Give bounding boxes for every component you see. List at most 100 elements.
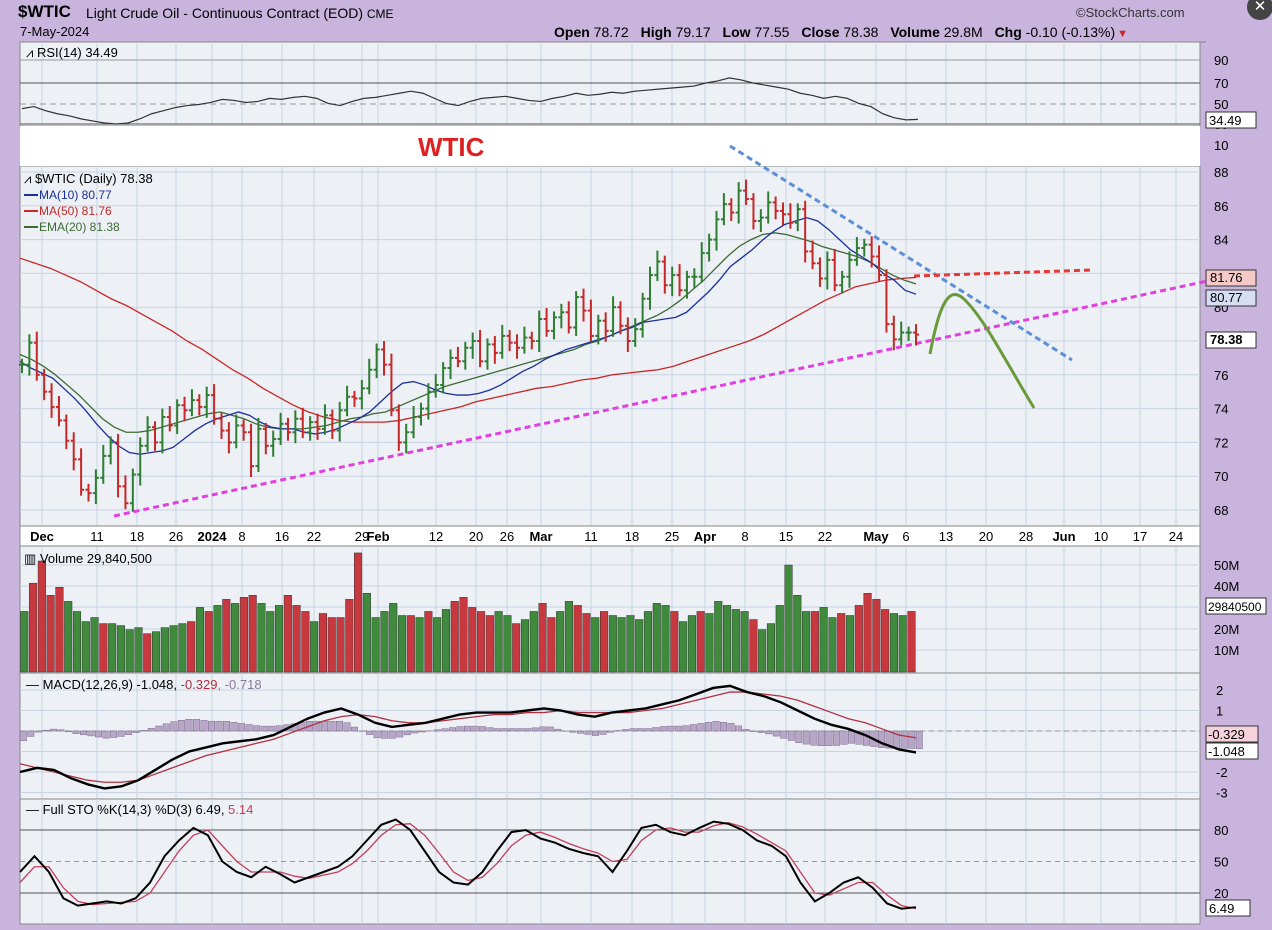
- volume-bar: [318, 613, 328, 673]
- volume-bar: [37, 560, 46, 673]
- macd-histogram-bar: [817, 730, 825, 746]
- macd-last-tag-box: [1205, 742, 1259, 760]
- annotation-area: [20, 126, 1200, 166]
- macd-histogram-bar: [576, 730, 584, 734]
- price-last-tag-box: [1205, 331, 1257, 349]
- macd-histogram-bar: [531, 727, 539, 732]
- chg-label: Chg: [994, 24, 1022, 40]
- volume-bar: [371, 617, 380, 673]
- volume-bar: [591, 617, 600, 673]
- price-last-tag: 81.76: [1210, 270, 1243, 285]
- x-axis-label: 8: [741, 529, 748, 544]
- volume-bar: [854, 605, 863, 673]
- macd-histogram-bar: [787, 730, 795, 741]
- macd-histogram-bar: [253, 725, 261, 732]
- price-legend-item: MA(10) 80.77: [39, 188, 112, 202]
- sto-tick-label: 20: [1214, 886, 1228, 901]
- macd-histogram-bar: [464, 725, 471, 732]
- x-axis-band: [19, 525, 1201, 547]
- high-label: High: [640, 24, 672, 40]
- chart-title: Light Crude Oil - Continuous Contract (E…: [86, 5, 394, 21]
- macd-histogram-bar: [607, 730, 614, 733]
- x-axis-label: 20: [979, 529, 993, 544]
- macd-histogram-bar: [599, 730, 607, 735]
- macd-histogram-bar: [192, 719, 200, 732]
- macd-histogram-bar: [200, 720, 208, 732]
- macd-histogram-bar: [260, 725, 268, 732]
- volume-bar: [898, 615, 907, 673]
- volume-bar: [72, 611, 82, 673]
- close-value: 78.38: [843, 24, 879, 40]
- macd-histogram-bar: [110, 730, 118, 738]
- volume-bar: [266, 611, 275, 673]
- macd-histogram-bar: [27, 730, 35, 737]
- volume-bar: [556, 611, 565, 673]
- x-axis-label: 26: [169, 529, 183, 544]
- volume-bar: [538, 603, 547, 673]
- macd-histogram-bar: [622, 729, 630, 732]
- volume-bar: [152, 631, 161, 673]
- volume-bar: [670, 611, 679, 673]
- macd-histogram-bar: [848, 730, 855, 744]
- macd-histogram-bar: [275, 725, 283, 732]
- macd-histogram-bar: [516, 728, 524, 732]
- volume-bar: [310, 621, 319, 673]
- volume-bar: [819, 607, 828, 673]
- volume-bar: [810, 611, 819, 673]
- ma10-line: [19, 216, 917, 455]
- sto-legend: — Full STO %K(14,3) %D(3) 6.49, 5.14: [26, 802, 253, 817]
- high-value: 79.17: [675, 24, 711, 40]
- resistance-trendline: [729, 144, 1073, 362]
- volume-bar: [231, 603, 240, 673]
- chart-date: 7-May-2024: [20, 24, 90, 39]
- macd-histogram-bar: [313, 720, 321, 732]
- volume-bar: [397, 615, 407, 673]
- volume-bar: [213, 605, 222, 673]
- macd-histogram-bar: [757, 730, 765, 733]
- macd-histogram-bar: [223, 721, 230, 732]
- macd-histogram-bar: [908, 730, 916, 749]
- x-axis-label: Jun: [1052, 529, 1075, 544]
- x-axis-label: 22: [307, 529, 321, 544]
- volume-bar: [749, 619, 758, 673]
- volume-bar: [257, 603, 266, 673]
- sto-last-tag: 6.49: [1209, 901, 1234, 916]
- macd-histogram-bar: [810, 730, 818, 746]
- macd-tick-label: 1: [1216, 704, 1223, 719]
- x-axis-label: 11: [584, 529, 598, 544]
- volume-bar: [459, 597, 468, 673]
- macd-histogram-bar: [855, 730, 863, 745]
- macd-histogram-bar: [592, 730, 599, 736]
- price-legend-main: ⩘ $WTIC (Daily) 78.38: [24, 171, 153, 186]
- x-axis-label: Dec: [30, 529, 54, 544]
- macd-histogram-bar: [659, 726, 667, 732]
- volume-bar: [766, 623, 776, 673]
- volume-bar: [64, 601, 73, 673]
- volume-bar: [907, 611, 916, 673]
- volume-bar: [635, 619, 644, 673]
- volume-bar: [520, 619, 530, 673]
- macd-histogram-bar: [689, 724, 697, 732]
- macd-histogram-bar: [351, 726, 358, 732]
- sto-d-line: [19, 821, 917, 910]
- macd-histogram-bar: [411, 730, 419, 734]
- macd-histogram-bar: [554, 728, 562, 732]
- volume-bar: [336, 617, 345, 673]
- volume-bar: [529, 611, 538, 673]
- volume-bar: [608, 615, 617, 673]
- macd-histogram-bar: [396, 730, 404, 738]
- volume-legend: ▥ Volume 29,840,500: [24, 551, 152, 566]
- macd-histogram-bar: [238, 723, 246, 732]
- macd-signal-line: [19, 691, 917, 783]
- volume-bar: [872, 599, 881, 673]
- close-icon[interactable]: ✕: [1247, 0, 1272, 20]
- volume-bar: [134, 627, 143, 673]
- volume-bar: [46, 595, 55, 673]
- volume-bar: [301, 611, 310, 673]
- macd-histogram-bar: [772, 730, 780, 737]
- macd-histogram-bar: [132, 730, 140, 733]
- macd-histogram-bar: [569, 730, 577, 733]
- x-axis-label: 24: [1169, 529, 1183, 544]
- volume-bar: [731, 609, 740, 673]
- macd-histogram-bar: [780, 730, 788, 739]
